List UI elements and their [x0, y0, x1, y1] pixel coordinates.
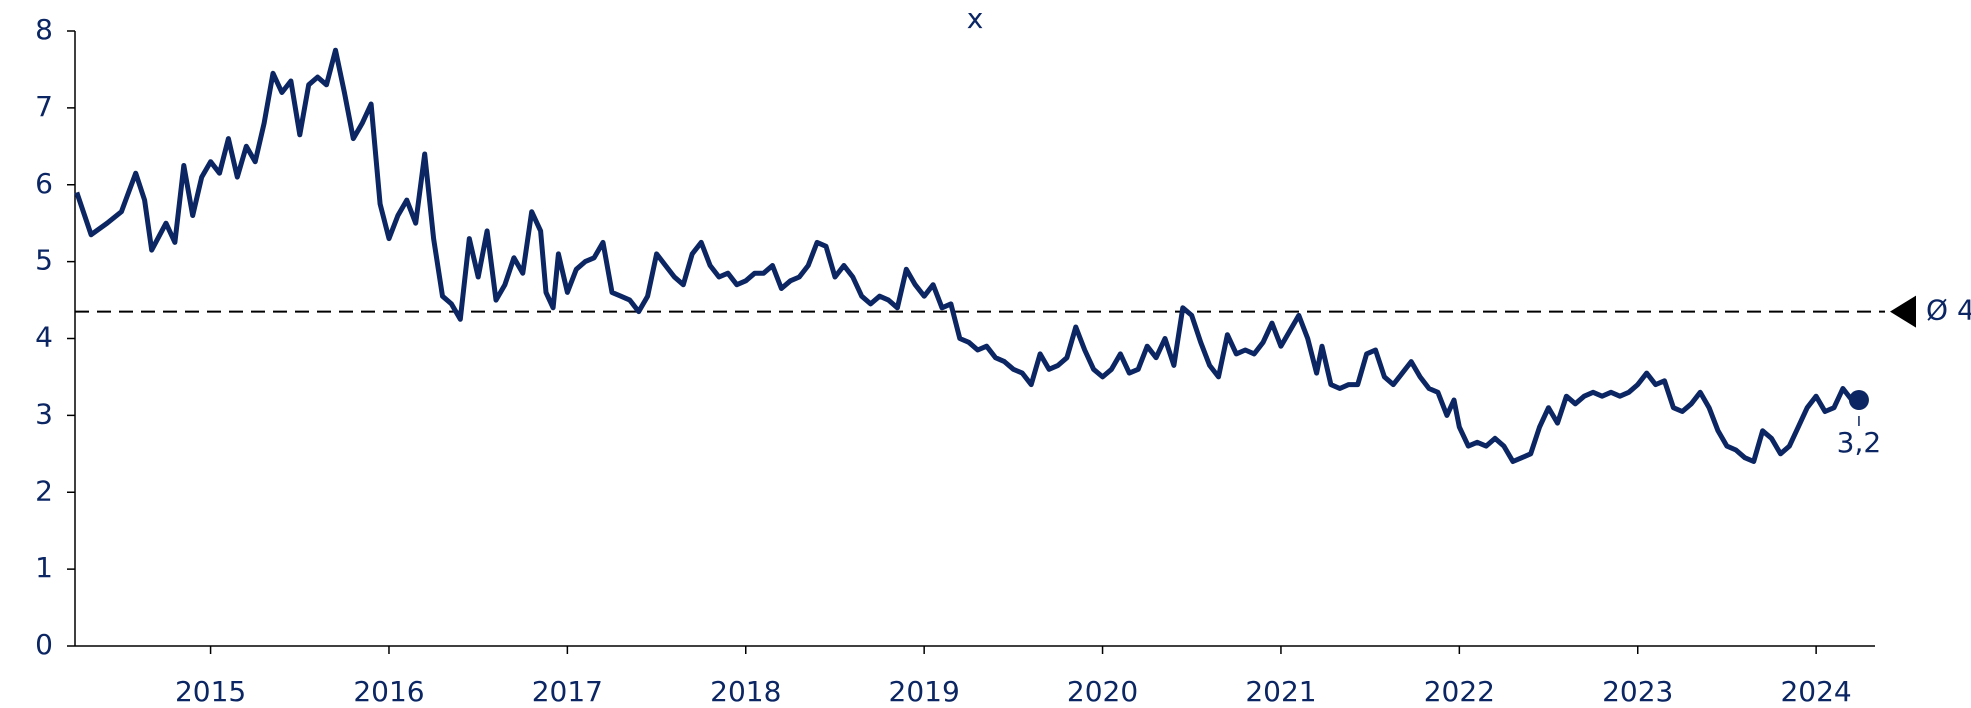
chart-title: x	[967, 2, 984, 35]
average-arrow	[1890, 295, 1916, 328]
y-tick-label: 5	[35, 244, 53, 277]
y-tick-label: 0	[35, 628, 53, 661]
y-tick-label: 4	[35, 321, 53, 354]
x-tick-label: 2023	[1602, 675, 1673, 708]
x-tick-label: 2024	[1780, 675, 1851, 708]
y-tick-label: 2	[35, 474, 53, 507]
x-tick-label: 2017	[532, 675, 603, 708]
x-tick-label: 2018	[710, 675, 781, 708]
y-tick-label: 3	[35, 397, 53, 430]
x-tick-label: 2016	[353, 675, 424, 708]
x-tick-label: 2015	[175, 675, 246, 708]
average-label: Ø 4	[1926, 294, 1971, 327]
series-line	[74, 47, 1859, 464]
y-tick-label: 8	[35, 13, 53, 46]
x-tick-label: 2021	[1245, 675, 1316, 708]
end-marker	[1848, 390, 1869, 410]
y-tick-label: 7	[35, 90, 53, 123]
x-tick-label: 2020	[1067, 675, 1138, 708]
y-tick-label: 6	[35, 167, 53, 200]
x-tick-label: 2022	[1424, 675, 1495, 708]
y-tick-label: 1	[35, 551, 53, 584]
end-label: 3,2	[1837, 426, 1882, 459]
x-tick-label: 2019	[889, 675, 960, 708]
